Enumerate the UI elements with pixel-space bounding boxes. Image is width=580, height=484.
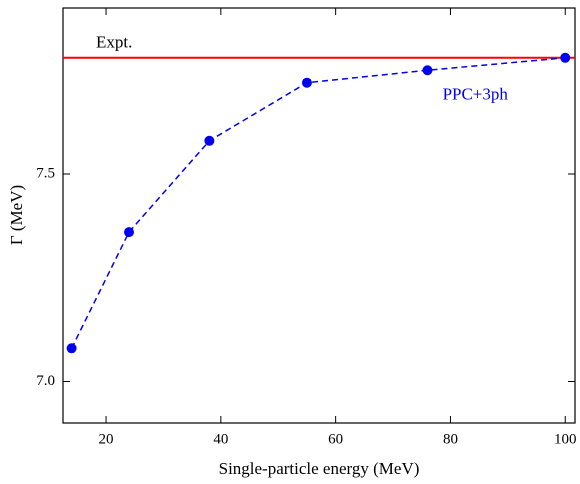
x-tick-label: 40 [213, 431, 228, 447]
data-point [560, 52, 571, 63]
data-point [66, 343, 77, 354]
data-point [301, 77, 312, 88]
y-tick-label: 7.5 [36, 165, 55, 181]
x-tick-label: 100 [554, 431, 577, 447]
data-point [422, 65, 433, 76]
x-tick-label: 80 [443, 431, 458, 447]
plot-frame [62, 7, 576, 424]
data-point [124, 227, 135, 238]
data-point [204, 135, 215, 146]
x-tick-label: 60 [328, 431, 343, 447]
x-tick-label: 20 [99, 431, 114, 447]
x-axis-label: Single-particle energy (MeV) [219, 459, 420, 478]
reference-label: Expt. [96, 33, 132, 52]
y-tick-label: 7.0 [36, 373, 55, 389]
y-axis-label: Γ (MeV) [7, 185, 26, 245]
series-label: PPC+3ph [443, 85, 509, 104]
